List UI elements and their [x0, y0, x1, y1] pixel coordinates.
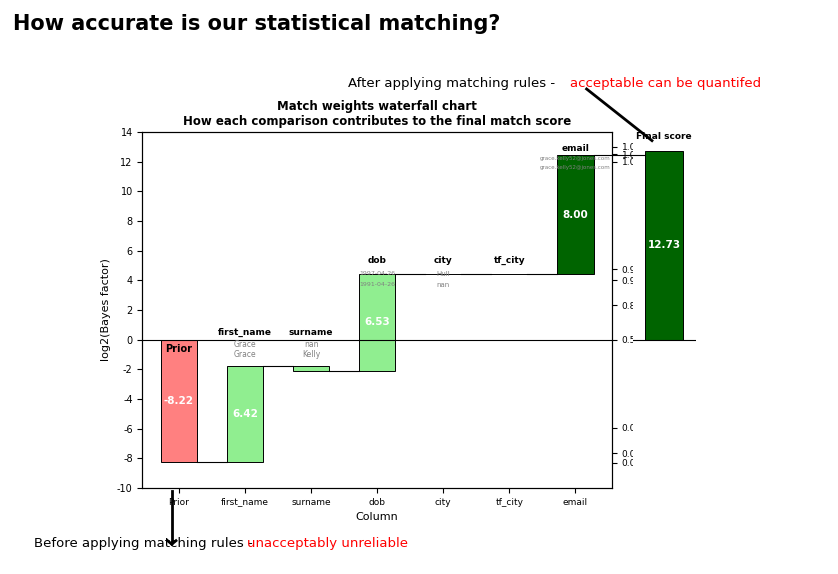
Text: grace.kelly52@jones.com: grace.kelly52@jones.com	[540, 165, 611, 170]
Text: How accurate is our statistical matching?: How accurate is our statistical matching…	[13, 14, 500, 34]
Y-axis label: Probability: Probability	[665, 281, 675, 339]
Text: city: city	[434, 257, 453, 265]
Text: dob: dob	[368, 257, 386, 265]
Text: email: email	[561, 144, 589, 153]
X-axis label: Column: Column	[355, 512, 399, 522]
Text: -8.22: -8.22	[163, 395, 194, 406]
Text: acceptable can be quantifed: acceptable can be quantifed	[570, 77, 761, 91]
Text: After applying matching rules -: After applying matching rules -	[348, 77, 559, 91]
Text: Final score: Final score	[636, 132, 692, 141]
Text: surname: surname	[289, 328, 334, 338]
Text: 12.73: 12.73	[648, 241, 680, 250]
Bar	[359, 274, 396, 371]
Title: Match weights waterfall chart
How each comparison contributes to the final match: Match weights waterfall chart How each c…	[183, 100, 572, 128]
Text: 8.00: 8.00	[562, 210, 588, 220]
Text: grace.kelly52@jones.com: grace.kelly52@jones.com	[540, 157, 611, 161]
Text: Grace: Grace	[234, 350, 256, 359]
Text: tf_city: tf_city	[494, 257, 525, 265]
Text: Hull: Hull	[437, 272, 450, 277]
Text: unacceptably unreliable: unacceptably unreliable	[247, 537, 408, 550]
Text: nan: nan	[437, 282, 450, 288]
Bar	[557, 156, 593, 274]
Bar	[161, 340, 197, 461]
Text: Grace: Grace	[234, 340, 256, 350]
Text: 6.42: 6.42	[232, 409, 258, 419]
Y-axis label: log2(Bayes factor): log2(Bayes factor)	[101, 258, 111, 362]
Text: 6.53: 6.53	[365, 317, 390, 327]
Text: first_name: first_name	[218, 328, 272, 338]
Bar	[227, 366, 263, 461]
Text: Before applying matching rules -: Before applying matching rules -	[34, 537, 256, 550]
Text: 1991-04-26: 1991-04-26	[360, 282, 395, 287]
Text: 1997-04-26: 1997-04-26	[359, 272, 396, 277]
Text: Prior: Prior	[165, 344, 192, 354]
Bar	[292, 366, 329, 371]
Bar	[645, 151, 683, 340]
Text: Kelly: Kelly	[302, 350, 320, 359]
Text: nan: nan	[303, 340, 318, 350]
